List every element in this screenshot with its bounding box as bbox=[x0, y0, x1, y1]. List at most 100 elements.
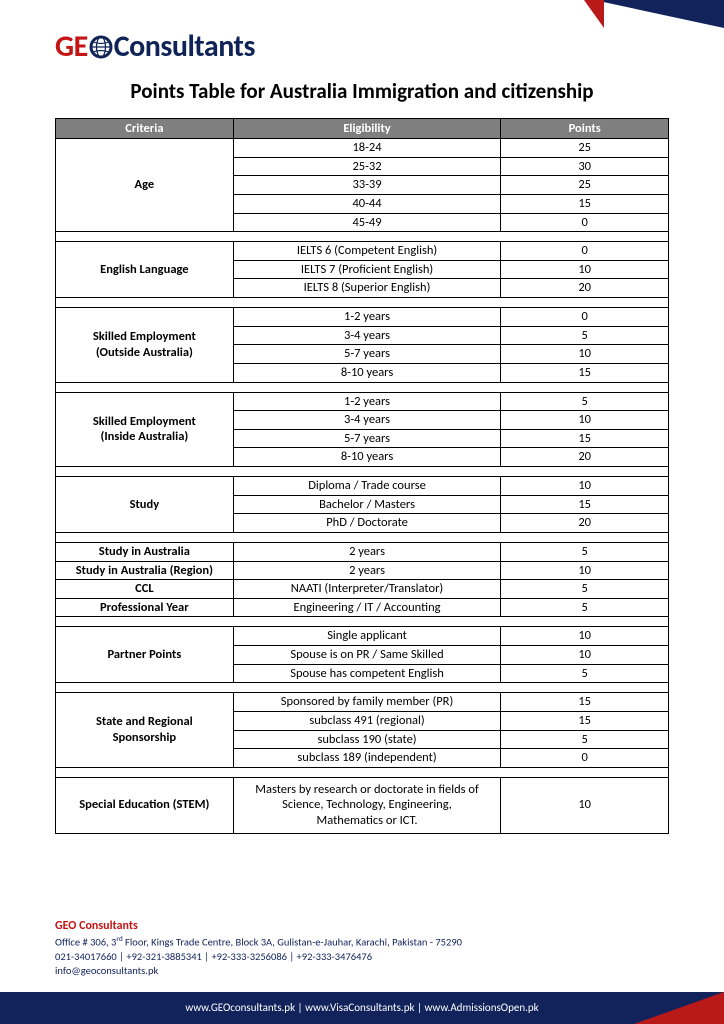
eligibility-cell: 5-7 years bbox=[233, 345, 501, 364]
points-cell: 25 bbox=[501, 139, 669, 158]
eligibility-cell: subclass 189 (independent) bbox=[233, 749, 501, 768]
points-cell: 10 bbox=[501, 411, 669, 430]
points-cell: 5 bbox=[501, 542, 669, 561]
criteria-cell: CCL bbox=[56, 580, 234, 599]
contact-block: GEO Consultants Office # 306, 3rd Floor,… bbox=[55, 918, 669, 978]
criteria-cell: English Language bbox=[56, 242, 234, 298]
points-cell: 10 bbox=[501, 345, 669, 364]
table-row: Partner PointsSingle applicant10 bbox=[56, 627, 669, 646]
criteria-cell: Study bbox=[56, 477, 234, 533]
points-cell: 20 bbox=[501, 514, 669, 533]
eligibility-cell: 8-10 years bbox=[233, 448, 501, 467]
brand-logo: GEConsultants bbox=[55, 28, 255, 65]
points-cell: 25 bbox=[501, 176, 669, 195]
points-cell: 15 bbox=[501, 495, 669, 514]
points-cell: 5 bbox=[501, 392, 669, 411]
points-cell: 20 bbox=[501, 448, 669, 467]
eligibility-cell: 18-24 bbox=[233, 139, 501, 158]
contact-address: Office # 306, 3rd Floor, Kings Trade Cen… bbox=[55, 934, 669, 950]
points-cell: 10 bbox=[501, 646, 669, 665]
criteria-cell: Skilled Employment(Inside Australia) bbox=[56, 392, 234, 467]
points-cell: 15 bbox=[501, 693, 669, 712]
criteria-cell: Age bbox=[56, 139, 234, 232]
eligibility-cell: 1-2 years bbox=[233, 392, 501, 411]
eligibility-cell: IELTS 6 (Competent English) bbox=[233, 242, 501, 261]
eligibility-cell: 33-39 bbox=[233, 176, 501, 195]
eligibility-cell: Sponsored by family member (PR) bbox=[233, 693, 501, 712]
points-cell: 5 bbox=[501, 664, 669, 683]
criteria-cell: Study in Australia (Region) bbox=[56, 561, 234, 580]
table-row: State and RegionalSponsorshipSponsored b… bbox=[56, 693, 669, 712]
eligibility-cell: 3-4 years bbox=[233, 411, 501, 430]
points-cell: 15 bbox=[501, 363, 669, 382]
globe-icon bbox=[89, 35, 113, 59]
points-cell: 0 bbox=[501, 213, 669, 232]
eligibility-cell: 25-32 bbox=[233, 157, 501, 176]
contact-email: info@geoconsultants.pk bbox=[55, 964, 669, 978]
eligibility-cell: 40-44 bbox=[233, 194, 501, 213]
col-criteria: Criteria bbox=[56, 119, 234, 139]
table-row: Special Education (STEM)Masters by resea… bbox=[56, 777, 669, 833]
page-title: Points Table for Australia Immigration a… bbox=[0, 78, 724, 104]
points-cell: 5 bbox=[501, 326, 669, 345]
spacer-row bbox=[56, 767, 669, 777]
spacer-row bbox=[56, 683, 669, 693]
table-row: Skilled Employment(Inside Australia)1-2 … bbox=[56, 392, 669, 411]
footer-links: www.GEOconsultants.pk | www.VisaConsulta… bbox=[0, 992, 724, 1024]
points-cell: 5 bbox=[501, 730, 669, 749]
points-cell: 15 bbox=[501, 429, 669, 448]
eligibility-cell: subclass 491 (regional) bbox=[233, 711, 501, 730]
criteria-cell: Partner Points bbox=[56, 627, 234, 683]
eligibility-cell: NAATI (Interpreter/Translator) bbox=[233, 580, 501, 599]
criteria-cell: Special Education (STEM) bbox=[56, 777, 234, 833]
points-cell: 10 bbox=[501, 627, 669, 646]
eligibility-cell: PhD / Doctorate bbox=[233, 514, 501, 533]
contact-name: GEO Consultants bbox=[55, 918, 669, 934]
eligibility-cell: subclass 190 (state) bbox=[233, 730, 501, 749]
table-row: Study in Australia2 years5 bbox=[56, 542, 669, 561]
points-cell: 20 bbox=[501, 279, 669, 298]
eligibility-cell: Engineering / IT / Accounting bbox=[233, 598, 501, 617]
points-cell: 0 bbox=[501, 242, 669, 261]
points-cell: 0 bbox=[501, 749, 669, 768]
top-accent-red bbox=[584, 0, 604, 28]
eligibility-cell: Spouse is on PR / Same Skilled bbox=[233, 646, 501, 665]
eligibility-cell: 5-7 years bbox=[233, 429, 501, 448]
criteria-cell: Professional Year bbox=[56, 598, 234, 617]
col-points: Points bbox=[501, 119, 669, 139]
col-eligibility: Eligibility bbox=[233, 119, 501, 139]
eligibility-cell: 2 years bbox=[233, 542, 501, 561]
criteria-cell: Skilled Employment(Outside Australia) bbox=[56, 308, 234, 383]
table-row: English LanguageIELTS 6 (Competent Engli… bbox=[56, 242, 669, 261]
points-table-container: Criteria Eligibility Points Age18-242525… bbox=[55, 118, 669, 834]
criteria-cell: Study in Australia bbox=[56, 542, 234, 561]
points-cell: 10 bbox=[501, 561, 669, 580]
top-accent-navy bbox=[594, 0, 724, 28]
points-table: Criteria Eligibility Points Age18-242525… bbox=[55, 118, 669, 834]
eligibility-cell: 2 years bbox=[233, 561, 501, 580]
criteria-cell: State and RegionalSponsorship bbox=[56, 693, 234, 768]
table-row: StudyDiploma / Trade course10 bbox=[56, 477, 669, 496]
eligibility-cell: Masters by research or doctorate in fiel… bbox=[233, 777, 501, 833]
points-cell: 10 bbox=[501, 777, 669, 833]
spacer-row bbox=[56, 617, 669, 627]
eligibility-cell: IELTS 8 (Superior English) bbox=[233, 279, 501, 298]
table-row: CCLNAATI (Interpreter/Translator)5 bbox=[56, 580, 669, 599]
spacer-row bbox=[56, 532, 669, 542]
eligibility-cell: 45-49 bbox=[233, 213, 501, 232]
eligibility-cell: Diploma / Trade course bbox=[233, 477, 501, 496]
table-row: Study in Australia (Region)2 years10 bbox=[56, 561, 669, 580]
spacer-row bbox=[56, 232, 669, 242]
table-row: Professional YearEngineering / IT / Acco… bbox=[56, 598, 669, 617]
spacer-row bbox=[56, 382, 669, 392]
spacer-row bbox=[56, 298, 669, 308]
points-cell: 30 bbox=[501, 157, 669, 176]
points-cell: 15 bbox=[501, 711, 669, 730]
points-cell: 0 bbox=[501, 308, 669, 327]
points-cell: 5 bbox=[501, 598, 669, 617]
eligibility-cell: IELTS 7 (Proficient English) bbox=[233, 260, 501, 279]
table-row: Skilled Employment(Outside Australia)1-2… bbox=[56, 308, 669, 327]
contact-phones: 021-34017660 | +92-321-3885341 | +92-333… bbox=[55, 950, 669, 964]
points-cell: 10 bbox=[501, 477, 669, 496]
eligibility-cell: Single applicant bbox=[233, 627, 501, 646]
